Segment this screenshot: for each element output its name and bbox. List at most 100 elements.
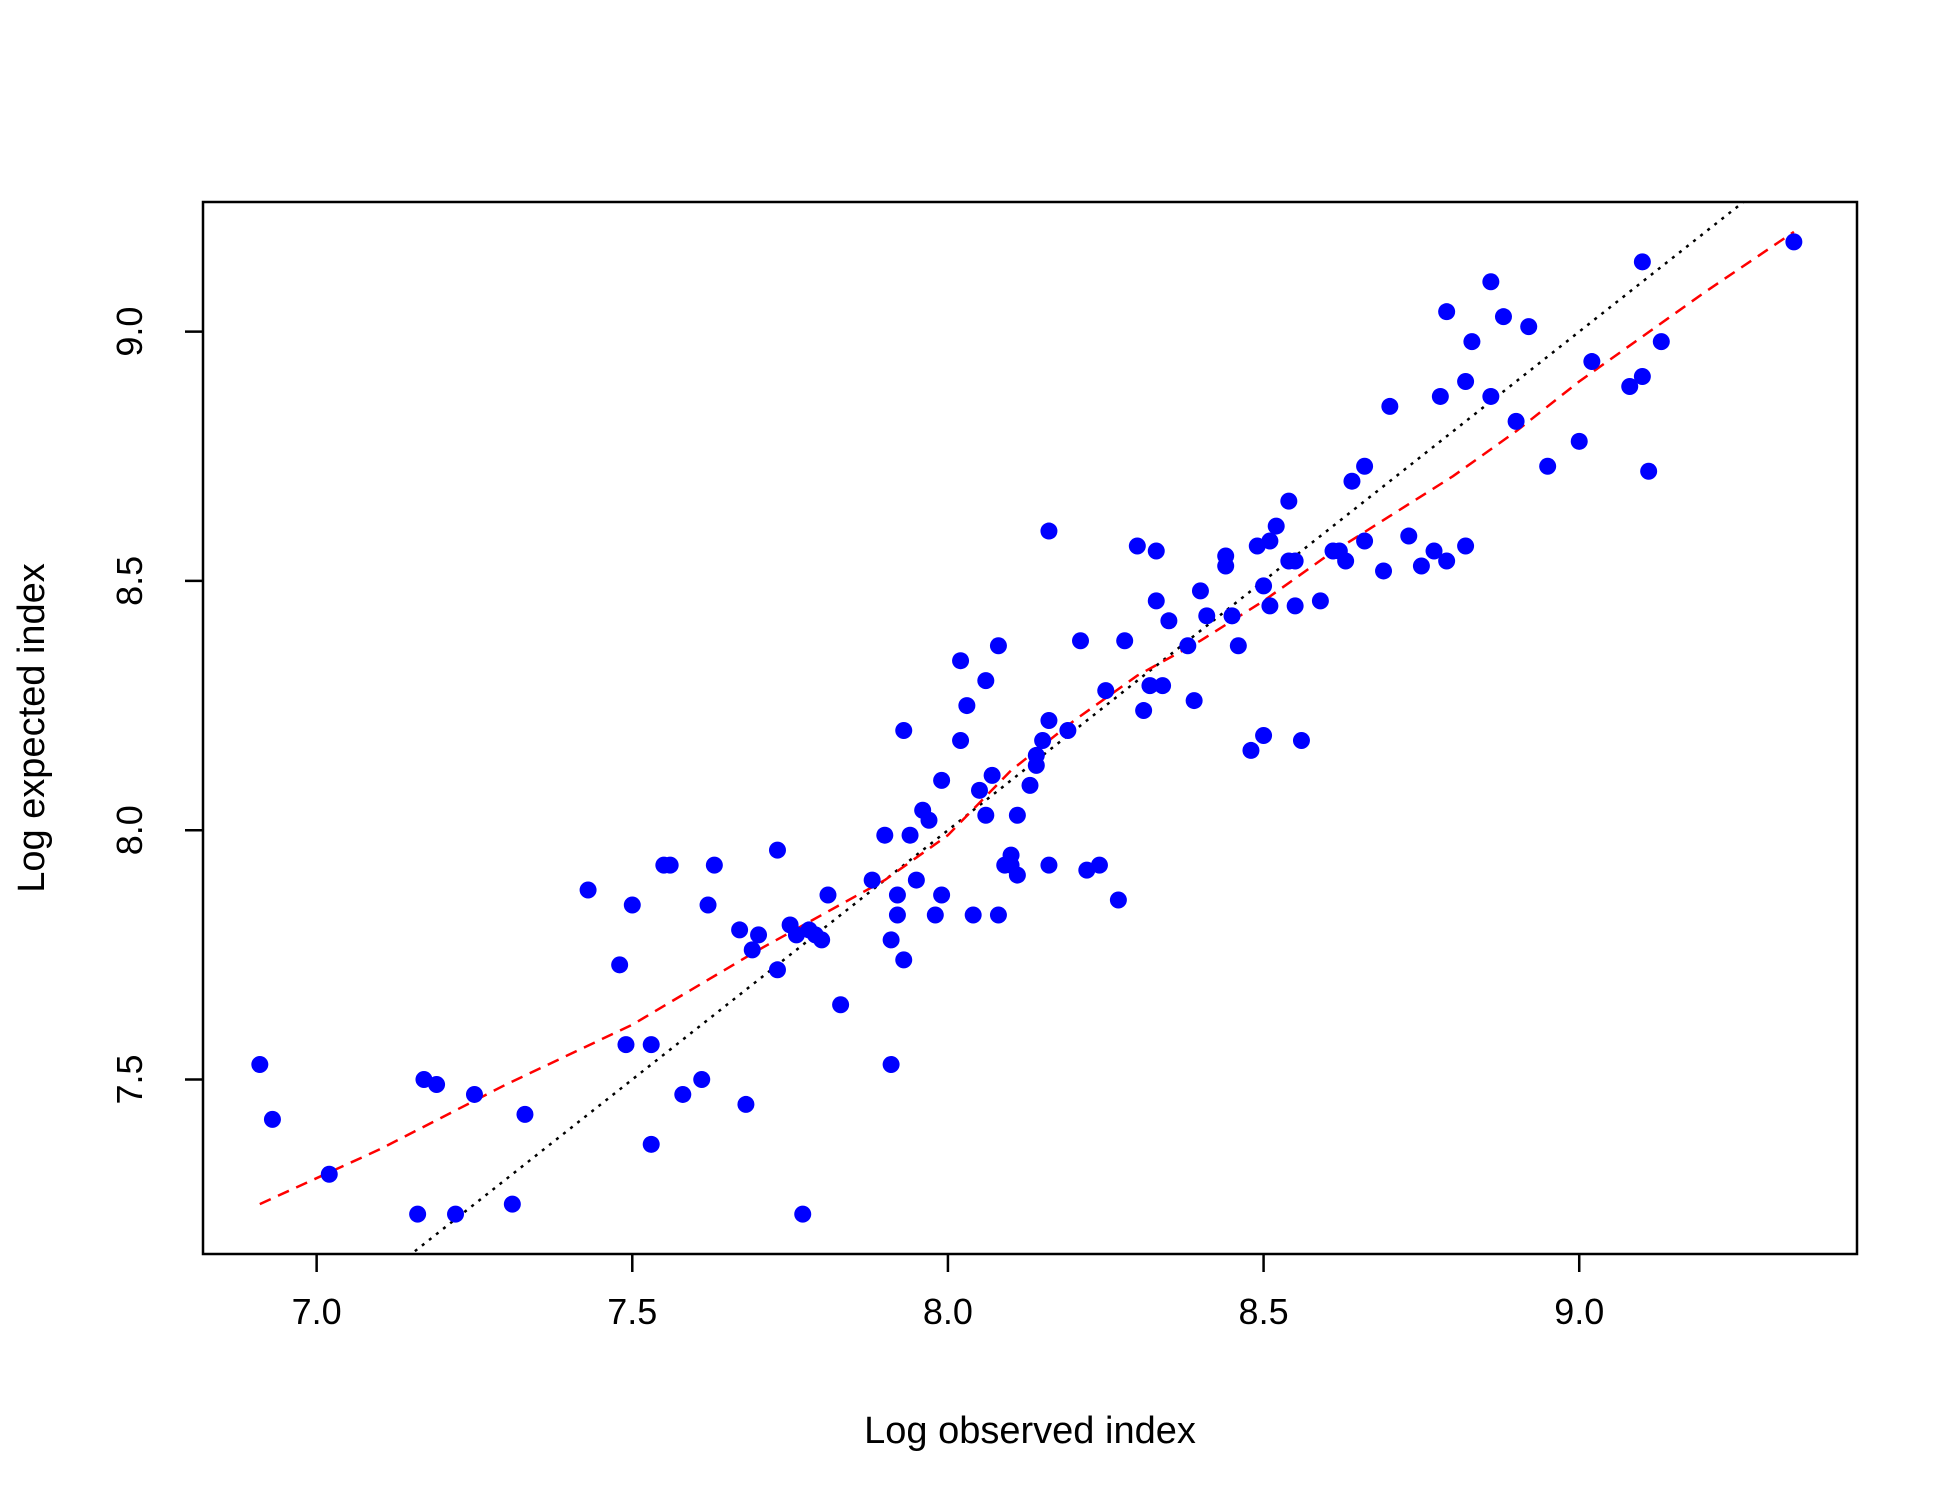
data-point: [1570, 432, 1588, 450]
data-point: [832, 996, 850, 1014]
data-point: [699, 896, 717, 914]
data-point: [1040, 522, 1058, 540]
data-point: [579, 881, 597, 899]
data-point: [1785, 233, 1803, 251]
data-point: [964, 906, 982, 924]
data-point: [1034, 731, 1052, 749]
data-point: [1292, 731, 1310, 749]
data-point: [1261, 597, 1279, 615]
data-point: [263, 1110, 281, 1128]
data-point: [1375, 562, 1393, 580]
data-point: [1147, 592, 1165, 610]
data-point: [989, 637, 1007, 655]
data-point: [907, 871, 925, 889]
data-point: [1381, 397, 1399, 415]
data-point: [409, 1205, 427, 1223]
data-point: [933, 886, 951, 904]
data-point: [1431, 387, 1449, 405]
data-point: [1008, 866, 1026, 884]
data-point: [1438, 552, 1456, 570]
data-point: [1337, 552, 1355, 570]
data-point: [1633, 253, 1651, 271]
x-tick-label: 7.0: [292, 1291, 342, 1332]
data-point: [1223, 607, 1241, 625]
data-point: [1621, 377, 1639, 395]
data-point: [882, 931, 900, 949]
x-tick-label: 8.5: [1239, 1291, 1289, 1332]
data-point: [1640, 462, 1658, 480]
data-point: [977, 672, 995, 690]
data-point: [863, 871, 881, 889]
data-point: [989, 906, 1007, 924]
data-point: [983, 766, 1001, 784]
x-axis: 7.0 7.5 8.0 8.5 9.0: [292, 1254, 1604, 1332]
data-point: [933, 771, 951, 789]
data-point: [1457, 372, 1475, 390]
data-point: [1261, 532, 1279, 550]
data-point: [952, 731, 970, 749]
data-point: [705, 856, 723, 874]
data-point: [977, 806, 995, 824]
data-point: [1217, 557, 1235, 575]
data-point: [1229, 637, 1247, 655]
data-point: [1008, 806, 1026, 824]
data-point: [1267, 517, 1285, 535]
data-point: [1520, 318, 1538, 336]
data-point: [970, 781, 988, 799]
data-point: [1179, 637, 1197, 655]
data-point: [1438, 303, 1456, 321]
data-point: [465, 1085, 483, 1103]
data-point: [794, 1205, 812, 1223]
data-point: [1412, 557, 1430, 575]
data-point: [1040, 856, 1058, 874]
data-point: [731, 921, 749, 939]
y-tick-label: 8.5: [109, 556, 150, 606]
data-point: [617, 1036, 635, 1054]
data-point: [1400, 527, 1418, 545]
data-point: [1356, 457, 1374, 475]
data-point: [428, 1075, 446, 1093]
data-point: [1286, 597, 1304, 615]
data-point: [1539, 457, 1557, 475]
data-point: [1135, 702, 1153, 720]
data-point: [1040, 712, 1058, 730]
data-point: [1463, 333, 1481, 351]
smooth-line: [259, 230, 1795, 1206]
data-point: [661, 856, 679, 874]
data-point: [503, 1195, 521, 1213]
data-point: [958, 697, 976, 715]
data-point: [1482, 387, 1500, 405]
data-point: [674, 1085, 692, 1103]
data-point: [882, 1056, 900, 1074]
data-point: [693, 1070, 711, 1088]
data-point: [1185, 692, 1203, 710]
data-point: [1311, 592, 1329, 610]
data-point: [1141, 677, 1159, 695]
data-point: [1109, 891, 1127, 909]
data-point: [1116, 632, 1134, 650]
data-point: [1255, 577, 1273, 595]
data-point: [888, 906, 906, 924]
data-point: [1072, 632, 1090, 650]
data-point: [1090, 856, 1108, 874]
data-point: [1154, 677, 1172, 695]
data-point: [920, 811, 938, 829]
data-point: [1507, 412, 1525, 430]
data-point: [1128, 537, 1146, 555]
data-point: [876, 826, 894, 844]
data-point: [895, 951, 913, 969]
data-point: [737, 1095, 755, 1113]
data-point: [813, 931, 831, 949]
y-axis-label: Log expected index: [11, 563, 53, 893]
data-point: [1356, 532, 1374, 550]
data-point: [1027, 756, 1045, 774]
data-point: [895, 721, 913, 739]
data-point: [1343, 472, 1361, 490]
data-point: [611, 956, 629, 974]
y-tick-label: 8.0: [109, 805, 150, 855]
y-axis: 7.5 8.0 8.5 9.0: [109, 307, 203, 1105]
data-point: [952, 652, 970, 670]
data-point: [1059, 721, 1077, 739]
data-point: [1097, 682, 1115, 700]
